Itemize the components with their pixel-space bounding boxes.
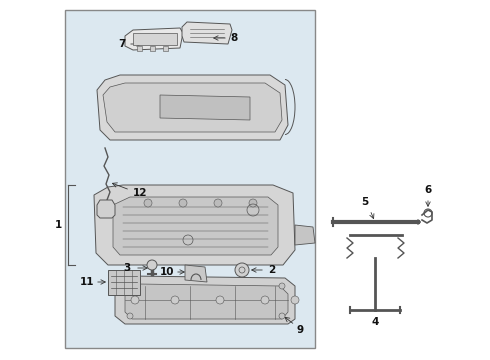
Polygon shape	[113, 197, 278, 255]
Circle shape	[171, 296, 179, 304]
Text: 2: 2	[269, 265, 275, 275]
Text: 4: 4	[371, 317, 379, 327]
Polygon shape	[182, 22, 232, 44]
Circle shape	[147, 260, 157, 270]
Text: 3: 3	[123, 263, 131, 273]
Circle shape	[144, 199, 152, 207]
Circle shape	[249, 199, 257, 207]
Circle shape	[235, 263, 249, 277]
Circle shape	[291, 296, 299, 304]
Bar	[137, 46, 142, 51]
Circle shape	[214, 199, 222, 207]
Circle shape	[127, 313, 133, 319]
Text: 6: 6	[424, 185, 432, 195]
Circle shape	[127, 283, 133, 289]
Bar	[163, 46, 168, 51]
Polygon shape	[94, 185, 295, 265]
Circle shape	[216, 296, 224, 304]
Text: 7: 7	[118, 39, 126, 49]
Circle shape	[279, 283, 285, 289]
Polygon shape	[103, 83, 282, 132]
Polygon shape	[185, 265, 207, 282]
Polygon shape	[115, 276, 295, 324]
Polygon shape	[295, 225, 315, 245]
Polygon shape	[125, 28, 183, 50]
Text: 10: 10	[160, 267, 174, 277]
Circle shape	[131, 296, 139, 304]
Polygon shape	[160, 95, 250, 120]
Polygon shape	[125, 284, 288, 319]
Polygon shape	[97, 75, 288, 140]
Circle shape	[261, 296, 269, 304]
Circle shape	[279, 313, 285, 319]
Text: 9: 9	[296, 325, 304, 335]
Text: 1: 1	[54, 220, 62, 230]
Polygon shape	[108, 270, 140, 295]
Text: 11: 11	[80, 277, 94, 287]
Bar	[65, 10, 315, 348]
Bar	[150, 46, 155, 51]
Circle shape	[179, 199, 187, 207]
Bar	[133, 33, 177, 45]
Text: 5: 5	[361, 197, 368, 207]
Text: 12: 12	[133, 188, 147, 198]
Polygon shape	[97, 200, 115, 218]
Text: 8: 8	[230, 33, 238, 43]
